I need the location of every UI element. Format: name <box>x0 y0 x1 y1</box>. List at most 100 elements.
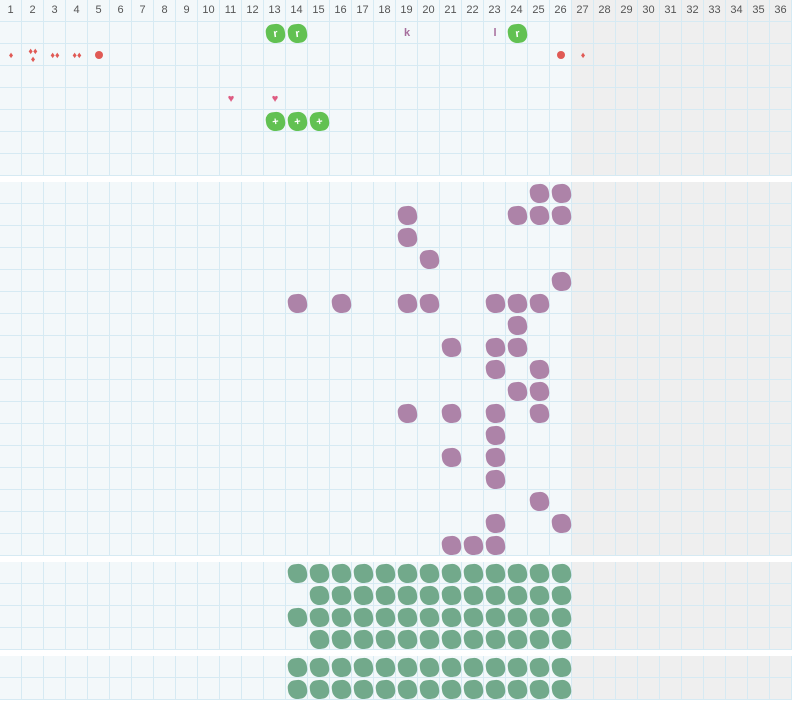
grid-cell[interactable] <box>44 534 66 556</box>
grid-cell[interactable] <box>22 204 44 226</box>
grid-cell[interactable] <box>770 44 792 66</box>
grid-cell[interactable] <box>352 88 374 110</box>
grid-cell[interactable] <box>572 66 594 88</box>
grid-cell[interactable] <box>550 292 572 314</box>
grid-cell[interactable] <box>110 204 132 226</box>
grid-cell[interactable] <box>616 402 638 424</box>
grid-cell[interactable] <box>748 182 770 204</box>
grid-cell[interactable] <box>748 314 770 336</box>
grid-cell[interactable] <box>374 226 396 248</box>
grid-cell[interactable] <box>572 534 594 556</box>
teal-plant-tile[interactable] <box>308 678 330 700</box>
grid-cell[interactable] <box>198 656 220 678</box>
grid-cell[interactable] <box>660 22 682 44</box>
grid-cell[interactable] <box>88 336 110 358</box>
teal-plant-tile[interactable] <box>352 656 374 678</box>
grid-cell[interactable] <box>704 562 726 584</box>
grid-cell[interactable] <box>264 628 286 650</box>
grid-cell[interactable] <box>132 336 154 358</box>
grid-cell[interactable] <box>506 512 528 534</box>
grid-cell[interactable] <box>572 424 594 446</box>
purple-plant-tile[interactable] <box>484 468 506 490</box>
grid-cell[interactable] <box>154 66 176 88</box>
grid-cell[interactable] <box>704 110 726 132</box>
grid-cell[interactable] <box>572 606 594 628</box>
grid-cell[interactable] <box>308 204 330 226</box>
grid-cell[interactable] <box>264 292 286 314</box>
grid-cell[interactable] <box>110 226 132 248</box>
purple-plant-tile[interactable] <box>550 182 572 204</box>
grid-cell[interactable] <box>264 204 286 226</box>
grid-cell[interactable] <box>44 678 66 700</box>
grid-cell[interactable] <box>154 22 176 44</box>
grid-cell[interactable] <box>286 490 308 512</box>
grid-cell[interactable] <box>352 270 374 292</box>
grid-cell[interactable] <box>242 66 264 88</box>
grid-cell[interactable] <box>550 534 572 556</box>
grid-cell[interactable] <box>220 562 242 584</box>
grid-cell[interactable] <box>484 182 506 204</box>
grid-cell[interactable] <box>396 534 418 556</box>
grid-cell[interactable] <box>638 132 660 154</box>
grid-cell[interactable] <box>726 358 748 380</box>
grid-cell[interactable] <box>726 88 748 110</box>
grid-cell[interactable] <box>264 270 286 292</box>
grid-cell[interactable] <box>0 154 22 176</box>
grid-cell[interactable] <box>308 336 330 358</box>
grid-cell[interactable] <box>330 270 352 292</box>
grid-cell[interactable] <box>704 446 726 468</box>
grid-cell[interactable] <box>550 110 572 132</box>
grid-cell[interactable] <box>154 88 176 110</box>
grid-cell[interactable] <box>242 358 264 380</box>
teal-plant-tile[interactable] <box>286 606 308 628</box>
grid-cell[interactable] <box>0 22 22 44</box>
grid-cell[interactable] <box>352 226 374 248</box>
teal-plant-tile[interactable] <box>330 656 352 678</box>
grid-cell[interactable] <box>264 336 286 358</box>
grid-cell[interactable] <box>770 226 792 248</box>
grid-cell[interactable] <box>286 204 308 226</box>
grid-cell[interactable] <box>44 656 66 678</box>
grid-cell[interactable] <box>770 66 792 88</box>
grid-cell[interactable] <box>0 336 22 358</box>
grid-cell[interactable] <box>264 424 286 446</box>
grid-cell[interactable] <box>616 424 638 446</box>
grid-cell[interactable] <box>352 424 374 446</box>
grid-cell[interactable] <box>550 248 572 270</box>
grid-cell[interactable] <box>638 678 660 700</box>
grid-cell[interactable] <box>154 512 176 534</box>
grid-cell[interactable] <box>594 292 616 314</box>
grid-cell[interactable] <box>0 204 22 226</box>
grid-cell[interactable] <box>176 424 198 446</box>
grid-cell[interactable] <box>638 628 660 650</box>
grid-cell[interactable] <box>242 182 264 204</box>
grid-cell[interactable] <box>264 512 286 534</box>
water-marker[interactable]: ♦ <box>0 44 22 66</box>
grid-cell[interactable] <box>198 468 220 490</box>
grid-cell[interactable] <box>770 292 792 314</box>
grid-cell[interactable] <box>374 468 396 490</box>
grid-cell[interactable] <box>176 248 198 270</box>
grid-cell[interactable] <box>550 358 572 380</box>
grid-cell[interactable] <box>176 44 198 66</box>
grid-cell[interactable] <box>682 292 704 314</box>
grid-cell[interactable] <box>396 132 418 154</box>
grid-cell[interactable] <box>638 358 660 380</box>
grid-cell[interactable] <box>638 292 660 314</box>
grid-cell[interactable] <box>154 132 176 154</box>
grid-cell[interactable] <box>484 314 506 336</box>
grid-cell[interactable] <box>308 226 330 248</box>
grid-cell[interactable] <box>352 534 374 556</box>
grid-cell[interactable] <box>110 66 132 88</box>
grid-cell[interactable] <box>572 110 594 132</box>
grid-cell[interactable] <box>682 66 704 88</box>
grid-cell[interactable] <box>418 88 440 110</box>
grid-cell[interactable] <box>132 110 154 132</box>
grid-cell[interactable] <box>352 380 374 402</box>
grid-cell[interactable] <box>682 584 704 606</box>
grid-cell[interactable] <box>462 248 484 270</box>
grid-cell[interactable] <box>308 66 330 88</box>
grid-cell[interactable] <box>418 534 440 556</box>
grid-cell[interactable] <box>748 402 770 424</box>
grid-cell[interactable] <box>132 656 154 678</box>
